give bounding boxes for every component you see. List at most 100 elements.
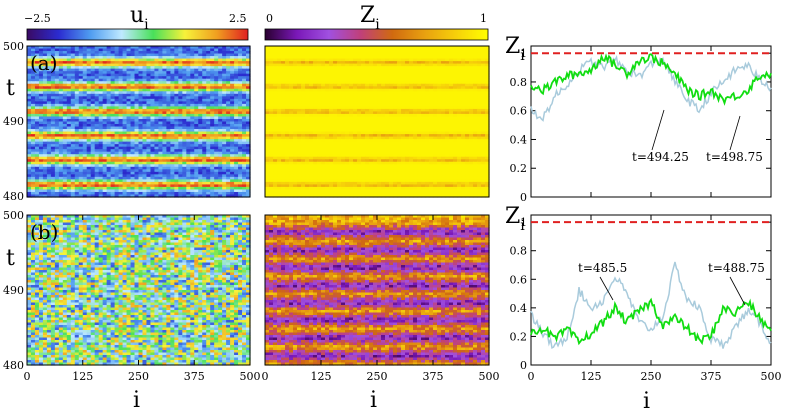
heatmap-cell [134,51,140,55]
heatmap-cell [242,159,247,163]
heatmap-cell [30,66,36,70]
heatmap-cell [198,176,203,180]
heatmap-cell [285,98,290,102]
heatmap-cell [186,93,191,97]
heatmap-cell [206,156,211,160]
heatmap-cell [154,108,160,113]
heatmap-cell [174,151,179,155]
heatmap-cell [198,146,203,150]
heatmap-cell [58,129,64,133]
heatmap-cell [162,111,167,115]
heatmap-cell [449,86,454,90]
heatmap-cell [50,111,56,115]
heatmap-cell [102,136,108,140]
heatmap-cell [42,53,48,57]
heatmap-cell [70,96,76,100]
heatmap-cell [62,58,68,62]
heatmap-cell [325,68,330,72]
heatmap-cell [106,48,112,52]
heatmap-cell [110,194,116,198]
heatmap-cell [146,156,152,160]
heatmap-cell [397,96,402,100]
heatmap-cell [122,88,128,92]
heatmap-cell [285,96,290,100]
heatmap-cell [194,124,199,128]
heatmap-cell [94,154,100,158]
heatmap-cell [142,126,148,130]
heatmap-cell [162,156,167,160]
heatmap-cell [118,93,124,97]
heatmap-cell [202,159,207,163]
heatmap-cell [174,46,179,50]
heatmap-cell [142,116,148,120]
heatmap-cell [441,56,446,60]
heatmap-cell [198,124,203,128]
heatmap-cell [86,179,92,183]
heatmap-cell [58,191,64,196]
heatmap-cell [218,111,223,115]
heatmap-cell [357,116,362,120]
heatmap-cell [397,73,402,77]
heatmap-cell [114,103,120,107]
heatmap-cell [54,101,60,105]
heatmap-cell [182,154,187,158]
heatmap-cell [106,111,112,115]
heatmap-cell [417,113,422,118]
heatmap-cell [54,134,60,138]
heatmap-cell [429,111,434,115]
heatmap-cell [126,189,132,193]
heatmap-cell [142,181,148,186]
heatmap-cell [198,86,203,90]
heatmap-cell [389,68,394,72]
heatmap-cell [297,51,302,55]
heatmap-cell [234,53,239,57]
heatmap-cell [42,164,48,168]
heatmap-cell [170,159,175,163]
heatmap-cell [269,113,274,118]
heatmap-cell [234,131,239,135]
heatmap-cell [421,66,426,70]
heatmap-cell [273,71,278,75]
heatmap-cell [198,136,203,140]
heatmap-cell [42,93,48,97]
heatmap-cell [485,98,490,102]
heatmap-cell [265,96,270,100]
heatmap-cell [82,91,88,95]
heatmap-cell [222,98,227,102]
heatmap-cell [210,124,215,128]
heatmap-cell [114,171,120,175]
heatmap-cell [293,78,298,82]
heatmap-cell [126,151,132,155]
heatmap-cell [393,103,398,107]
heatmap-cell [222,73,227,77]
heatmap-cell [158,139,163,143]
heatmap-cell [453,103,458,107]
heatmap-cell [210,184,215,188]
heatmap-cell [27,151,32,155]
heatmap-cell [198,71,203,75]
heatmap-cell [30,164,36,168]
heatmap-cell [194,151,199,155]
heatmap-cell [90,126,96,130]
heatmap-cell [214,134,219,138]
heatmap-cell [30,191,36,196]
heatmap-cell [341,101,346,105]
heatmap-cell [70,124,76,128]
heatmap-cell [413,66,418,70]
heatmap-cell [138,91,144,95]
heatmap-cell [417,91,422,95]
heatmap-cell [150,186,156,191]
heatmap-cell [238,159,243,163]
heatmap-cell [238,129,243,133]
heatmap-cell [226,129,231,133]
heatmap-cell [194,136,199,140]
heatmap-cell [234,61,239,65]
heatmap-cell [198,113,203,118]
heatmap-cell [210,169,215,173]
heatmap-cell [162,68,167,72]
heatmap-cell [54,144,60,148]
heatmap-cell [485,116,490,120]
heatmap-cell [158,186,163,191]
heatmap-cell [118,121,124,125]
heatmap-cell [325,106,330,110]
